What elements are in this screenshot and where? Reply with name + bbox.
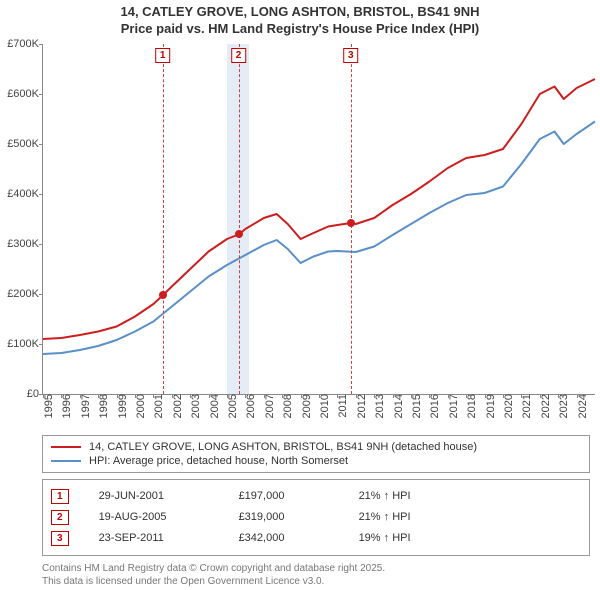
x-tick-label: 2002 [168, 394, 184, 418]
transaction-price: £342,000 [239, 532, 329, 544]
series-line-price_paid [43, 79, 595, 339]
series-marker [235, 230, 243, 238]
chart-plot-area: £0£100K£200K£300K£400K£500K£600K£700K199… [42, 44, 595, 395]
legend-item: HPI: Average price, detached house, Nort… [51, 454, 581, 468]
y-tick-label: £500K [7, 138, 43, 150]
transaction-date: 23-SEP-2011 [99, 532, 209, 544]
series-line-hpi [43, 121, 595, 354]
footer-line-1: Contains HM Land Registry data © Crown c… [42, 562, 590, 575]
x-tick-label: 1995 [39, 394, 55, 418]
x-tick-label: 2004 [205, 394, 221, 418]
y-tick-label: £400K [7, 188, 43, 200]
transaction-id-badge: 1 [51, 489, 69, 504]
title-line-2: Price paid vs. HM Land Registry's House … [0, 21, 600, 38]
footer-line-2: This data is licensed under the Open Gov… [42, 575, 590, 588]
x-tick-label: 2005 [223, 394, 239, 418]
legend-label: 14, CATLEY GROVE, LONG ASHTON, BRISTOL, … [89, 441, 477, 453]
x-tick-label: 2007 [260, 394, 276, 418]
x-tick-label: 2003 [186, 394, 202, 418]
legend-item: 14, CATLEY GROVE, LONG ASHTON, BRISTOL, … [51, 440, 581, 454]
transaction-delta: 21% ↑ HPI [359, 511, 411, 523]
x-tick-label: 2011 [333, 394, 349, 418]
x-tick-label: 2006 [241, 394, 257, 418]
x-tick-label: 2008 [278, 394, 294, 418]
transaction-date: 29-JUN-2001 [99, 490, 209, 502]
x-tick-label: 2017 [444, 394, 460, 418]
x-tick-label: 2018 [462, 394, 478, 418]
transaction-price: £197,000 [239, 490, 329, 502]
transaction-id-badge: 3 [51, 531, 69, 546]
x-tick-label: 2020 [499, 394, 515, 418]
footer-attribution: Contains HM Land Registry data © Crown c… [42, 562, 590, 588]
transaction-delta: 21% ↑ HPI [359, 490, 411, 502]
x-tick-label: 2023 [554, 394, 570, 418]
event-vline-label: 1 [155, 48, 171, 63]
transaction-id-badge: 2 [51, 510, 69, 525]
x-tick-label: 2021 [517, 394, 533, 418]
transaction-row: 1 29-JUN-2001 £197,000 21% ↑ HPI [51, 486, 581, 507]
legend-swatch [51, 460, 81, 462]
x-tick-label: 2015 [407, 394, 423, 418]
y-tick-label: £100K [7, 338, 43, 350]
x-tick-label: 2009 [297, 394, 313, 418]
x-tick-label: 2014 [389, 394, 405, 418]
transaction-price: £319,000 [239, 511, 329, 523]
x-tick-label: 2019 [481, 394, 497, 418]
transaction-row: 3 23-SEP-2011 £342,000 19% ↑ HPI [51, 528, 581, 549]
series-marker [347, 219, 355, 227]
title-line-1: 14, CATLEY GROVE, LONG ASHTON, BRISTOL, … [0, 4, 600, 21]
chart-legend: 14, CATLEY GROVE, LONG ASHTON, BRISTOL, … [42, 435, 590, 473]
y-tick-label: £300K [7, 238, 43, 250]
y-tick-label: £700K [7, 38, 43, 50]
event-vline [163, 44, 164, 394]
x-tick-label: 1999 [113, 394, 129, 418]
transaction-row: 2 19-AUG-2005 £319,000 21% ↑ HPI [51, 507, 581, 528]
x-tick-label: 2022 [536, 394, 552, 418]
x-tick-label: 2024 [573, 394, 589, 418]
transaction-delta: 19% ↑ HPI [359, 532, 411, 544]
y-tick-label: £600K [7, 88, 43, 100]
legend-label: HPI: Average price, detached house, Nort… [89, 455, 348, 467]
x-tick-label: 2001 [149, 394, 165, 418]
event-vline-label: 2 [231, 48, 247, 63]
y-tick-label: £200K [7, 288, 43, 300]
x-tick-label: 2010 [315, 394, 331, 418]
x-tick-label: 2016 [425, 394, 441, 418]
event-vline [239, 44, 240, 394]
event-vline-label: 3 [343, 48, 359, 63]
x-tick-label: 1997 [76, 394, 92, 418]
series-marker [159, 291, 167, 299]
x-tick-label: 2012 [352, 394, 368, 418]
legend-swatch [51, 446, 81, 448]
x-tick-label: 1998 [94, 394, 110, 418]
chart-lines-svg [43, 44, 595, 394]
transaction-date: 19-AUG-2005 [99, 511, 209, 523]
x-tick-label: 2013 [370, 394, 386, 418]
x-tick-label: 2000 [131, 394, 147, 418]
chart-title: 14, CATLEY GROVE, LONG ASHTON, BRISTOL, … [0, 0, 600, 38]
transactions-table: 1 29-JUN-2001 £197,000 21% ↑ HPI 2 19-AUG-200… [42, 479, 590, 556]
x-tick-label: 1996 [57, 394, 73, 418]
